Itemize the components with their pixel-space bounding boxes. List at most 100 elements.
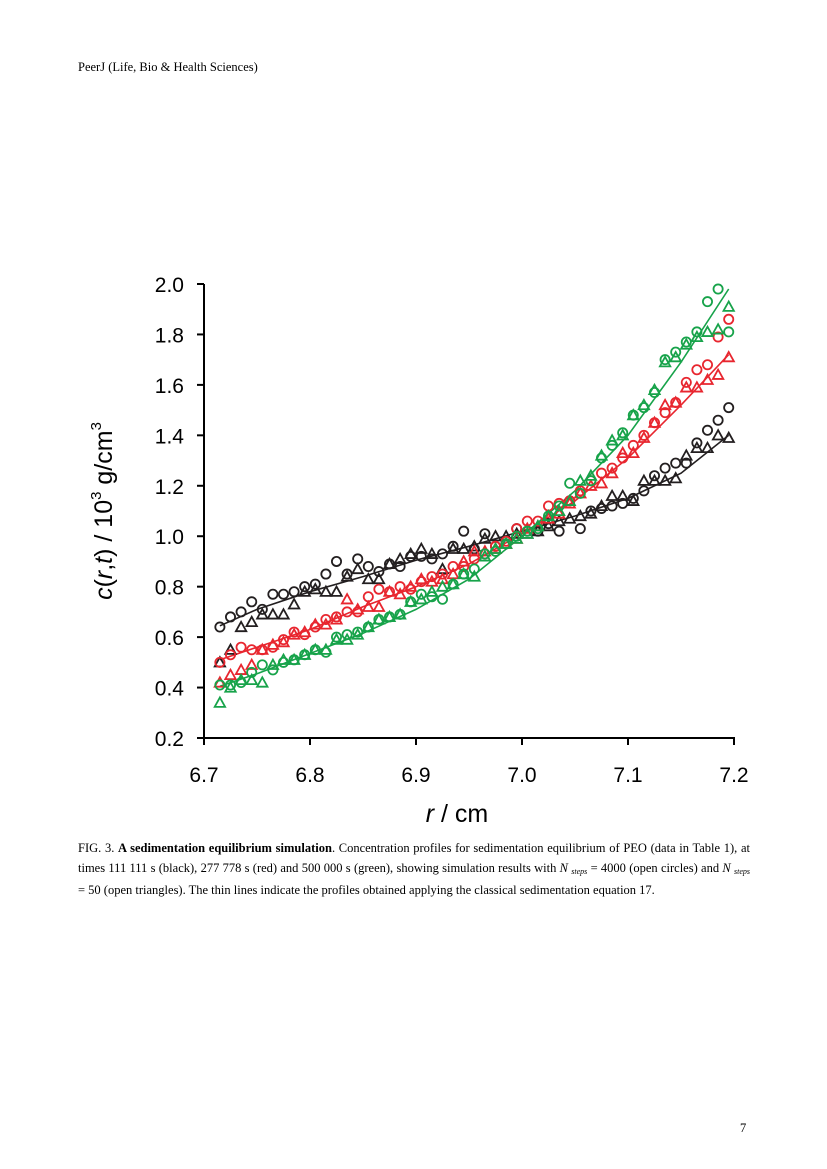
red-triangle-point bbox=[244, 657, 259, 670]
black-triangle-point bbox=[308, 582, 323, 595]
red-circle-point bbox=[426, 571, 438, 583]
green-circle-point bbox=[691, 326, 703, 338]
x-tick-label: 7.0 bbox=[507, 764, 536, 787]
red-triangle-point bbox=[382, 584, 397, 597]
green-triangle-point bbox=[658, 355, 672, 368]
black-circle-point bbox=[649, 470, 661, 482]
red-triangle-point bbox=[711, 367, 725, 380]
red-circle-point bbox=[606, 462, 618, 474]
red-triangle-point bbox=[223, 667, 238, 681]
green-circle-point bbox=[723, 326, 735, 338]
green-triangle-point bbox=[552, 503, 566, 517]
black-triangle-point bbox=[414, 541, 429, 554]
red-circle-point bbox=[691, 364, 703, 376]
black-triangle-point bbox=[679, 448, 694, 461]
black-triangle-point bbox=[276, 607, 291, 620]
green-triangle-point bbox=[637, 398, 651, 411]
green-triangle-point bbox=[213, 695, 227, 708]
red-triangle-point bbox=[605, 466, 619, 479]
green-triangle-point bbox=[467, 569, 482, 582]
green-circle-point bbox=[659, 354, 671, 366]
green-triangle-point bbox=[425, 584, 439, 597]
green-triangle-point bbox=[319, 642, 333, 655]
green-triangle-point bbox=[393, 607, 407, 620]
y-tick-label: 0.4 bbox=[155, 678, 185, 701]
red-triangle-point bbox=[255, 642, 270, 655]
red-triangle-point bbox=[340, 592, 354, 605]
green-triangle-point bbox=[626, 408, 641, 421]
red-triangle-point bbox=[329, 612, 344, 625]
red-triangle-point bbox=[393, 587, 407, 600]
black-triangle-point bbox=[552, 514, 566, 527]
black-triangle-point bbox=[562, 511, 577, 524]
black-circle-point bbox=[617, 497, 629, 509]
black-triangle-point bbox=[478, 531, 492, 544]
green-triangle-point bbox=[329, 632, 344, 645]
fit-lines bbox=[219, 288, 730, 688]
black-circle-point bbox=[309, 578, 321, 590]
red-circle-point bbox=[723, 313, 735, 325]
red-triangle-point bbox=[319, 617, 333, 630]
black-circle-point bbox=[680, 457, 692, 469]
black-circle-point bbox=[277, 588, 289, 600]
black-triangle-point bbox=[223, 642, 238, 655]
green-circle-point bbox=[246, 666, 258, 678]
green-triangle-point bbox=[520, 526, 535, 539]
black-circle-point bbox=[256, 603, 268, 615]
red-triangle-point bbox=[361, 599, 376, 612]
green-triangle-point bbox=[509, 531, 524, 544]
red-triangle-point bbox=[350, 602, 365, 615]
black-circle-point bbox=[373, 566, 385, 578]
black-circle-point bbox=[702, 424, 714, 436]
black-circle-point bbox=[288, 586, 300, 598]
black-triangle-point bbox=[584, 506, 598, 519]
black-circle-point bbox=[362, 560, 374, 572]
red-triangle-point bbox=[594, 476, 609, 489]
black-triangle-point bbox=[594, 498, 609, 512]
red-circle-point bbox=[638, 429, 650, 441]
y-axis-label: c(r,t) / 103 g/cm3 bbox=[88, 422, 118, 600]
page-number: 7 bbox=[740, 1121, 747, 1135]
red-circle-point bbox=[330, 611, 342, 623]
green-triangle-point bbox=[679, 337, 694, 350]
red-circle-point bbox=[288, 626, 300, 638]
caption-title: A sedimentation equilibrium simulation bbox=[118, 841, 332, 855]
x-tick-label: 7.1 bbox=[613, 764, 642, 787]
green-triangle-point bbox=[605, 433, 619, 446]
black-triangle-point bbox=[446, 541, 460, 554]
red-triangle-point bbox=[467, 544, 482, 557]
black-circle-point bbox=[606, 500, 618, 512]
red-triangle-point bbox=[626, 445, 641, 459]
green-triangle-point bbox=[668, 350, 683, 363]
caption-text-3: = 50 (open triangles). The thin lines in… bbox=[78, 883, 655, 897]
red-circle-point bbox=[436, 568, 448, 580]
black-triangle-point bbox=[573, 508, 588, 522]
black-triangle-point bbox=[690, 440, 704, 454]
green-circle-point bbox=[712, 283, 724, 295]
black-circle-point bbox=[627, 492, 639, 504]
black-triangle-point bbox=[637, 473, 651, 486]
green-circle-point bbox=[617, 427, 629, 439]
figure-caption: FIG. 3. A sedimentation equilibrium simu… bbox=[78, 839, 750, 901]
black-circle-point bbox=[712, 414, 724, 426]
black-triangle-point bbox=[721, 430, 736, 443]
black-circle-point bbox=[458, 525, 470, 537]
red-circle-point bbox=[224, 649, 236, 661]
black-triangle-point bbox=[658, 473, 672, 486]
black-circle-point bbox=[479, 528, 491, 540]
red-circle-point bbox=[680, 376, 692, 388]
red-circle-point bbox=[246, 644, 258, 656]
black-circle-point bbox=[638, 485, 650, 497]
black-circle-point bbox=[553, 525, 565, 537]
green-circle-point bbox=[564, 477, 576, 489]
green-triangle-point bbox=[615, 428, 630, 441]
black-triangle-point bbox=[488, 529, 503, 542]
black-triangle-point bbox=[382, 556, 397, 570]
green-circle-point bbox=[330, 631, 342, 643]
red-triangle-point bbox=[308, 617, 323, 630]
green-triangle-point bbox=[266, 657, 280, 670]
green-triangle-point bbox=[361, 619, 376, 633]
green-triangle-point bbox=[244, 672, 259, 686]
red-triangle-point bbox=[700, 372, 715, 385]
